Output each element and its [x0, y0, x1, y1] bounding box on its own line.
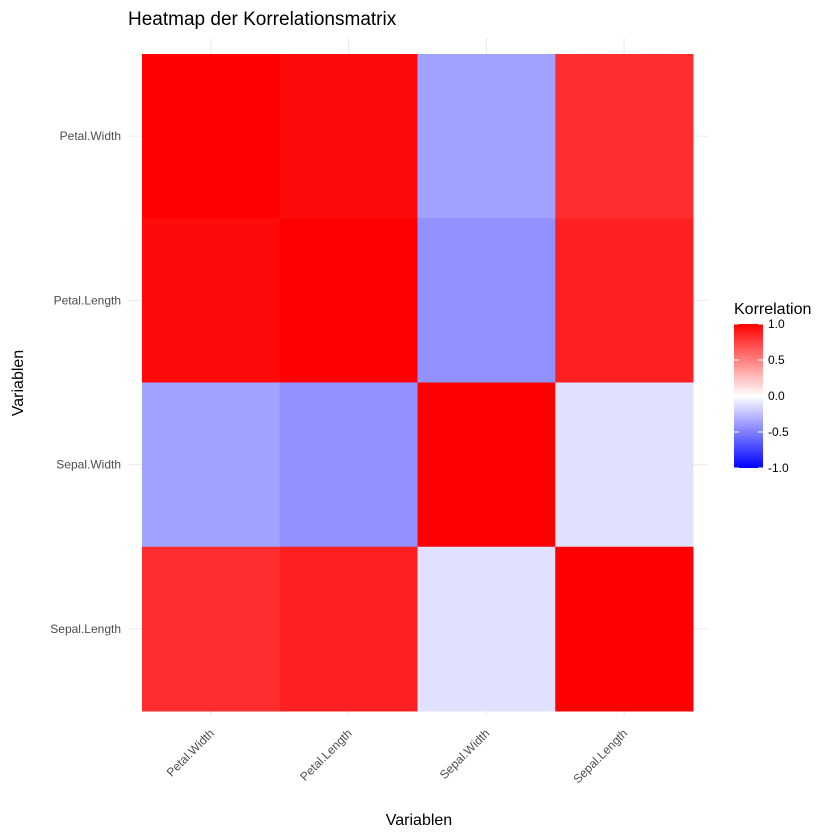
heatmap-cell — [417, 54, 556, 219]
heatmap-cell — [142, 382, 281, 548]
heatmap-cell — [417, 382, 556, 548]
x-tick-label: Sepal.Width — [437, 726, 493, 782]
x-tick-label: Sepal.Length — [570, 726, 630, 786]
heatmap-cell — [279, 54, 418, 219]
y-tick-label: Sepal.Width — [56, 458, 121, 472]
legend-ticks: 1.0 0.5 0.0 -0.5 -1.0 — [734, 317, 789, 475]
heatmap-cell — [142, 218, 281, 383]
chart-title: Heatmap der Korrelationsmatrix — [128, 9, 397, 30]
y-tick-label: Petal.Width — [60, 129, 121, 143]
y-axis-ticks: Petal.Width Petal.Length Sepal.Width Sepal.… — [50, 129, 121, 636]
heatmap-cell — [417, 546, 556, 712]
y-tick-label: Petal.Length — [54, 293, 121, 307]
legend-title: Korrelation — [734, 301, 811, 318]
x-tick-label: Petal.Length — [297, 726, 355, 784]
x-axis-ticks: Petal.Width Petal.Length Sepal.Width Sepal.… — [164, 726, 631, 786]
y-tick-label: Sepal.Length — [50, 622, 121, 636]
heatmap-cell — [555, 382, 694, 548]
heatmap-cell — [142, 546, 281, 712]
heatmap-cells — [142, 54, 694, 712]
legend-tick-label: 0.0 — [768, 389, 785, 403]
legend: Korrelation 1.0 0.5 0.0 -0.5 -1.0 — [734, 301, 811, 475]
legend-tick-label: 1.0 — [768, 317, 785, 331]
heatmap-cell — [555, 218, 694, 383]
heatmap-cell — [417, 218, 556, 383]
legend-tick-label: 0.5 — [768, 353, 785, 367]
heatmap-cell — [279, 382, 418, 548]
heatmap-cell — [142, 54, 281, 219]
heatmap-cell — [279, 218, 418, 383]
x-axis-title: Variablen — [386, 812, 452, 829]
heatmap-cell — [555, 546, 694, 712]
legend-tick-label: -1.0 — [768, 461, 789, 475]
heatmap-cell — [279, 546, 418, 712]
legend-tick-label: -0.5 — [768, 425, 789, 439]
x-tick-label: Petal.Width — [164, 726, 217, 779]
y-axis-title: Variablen — [10, 350, 27, 416]
heatmap-cell — [555, 54, 694, 219]
